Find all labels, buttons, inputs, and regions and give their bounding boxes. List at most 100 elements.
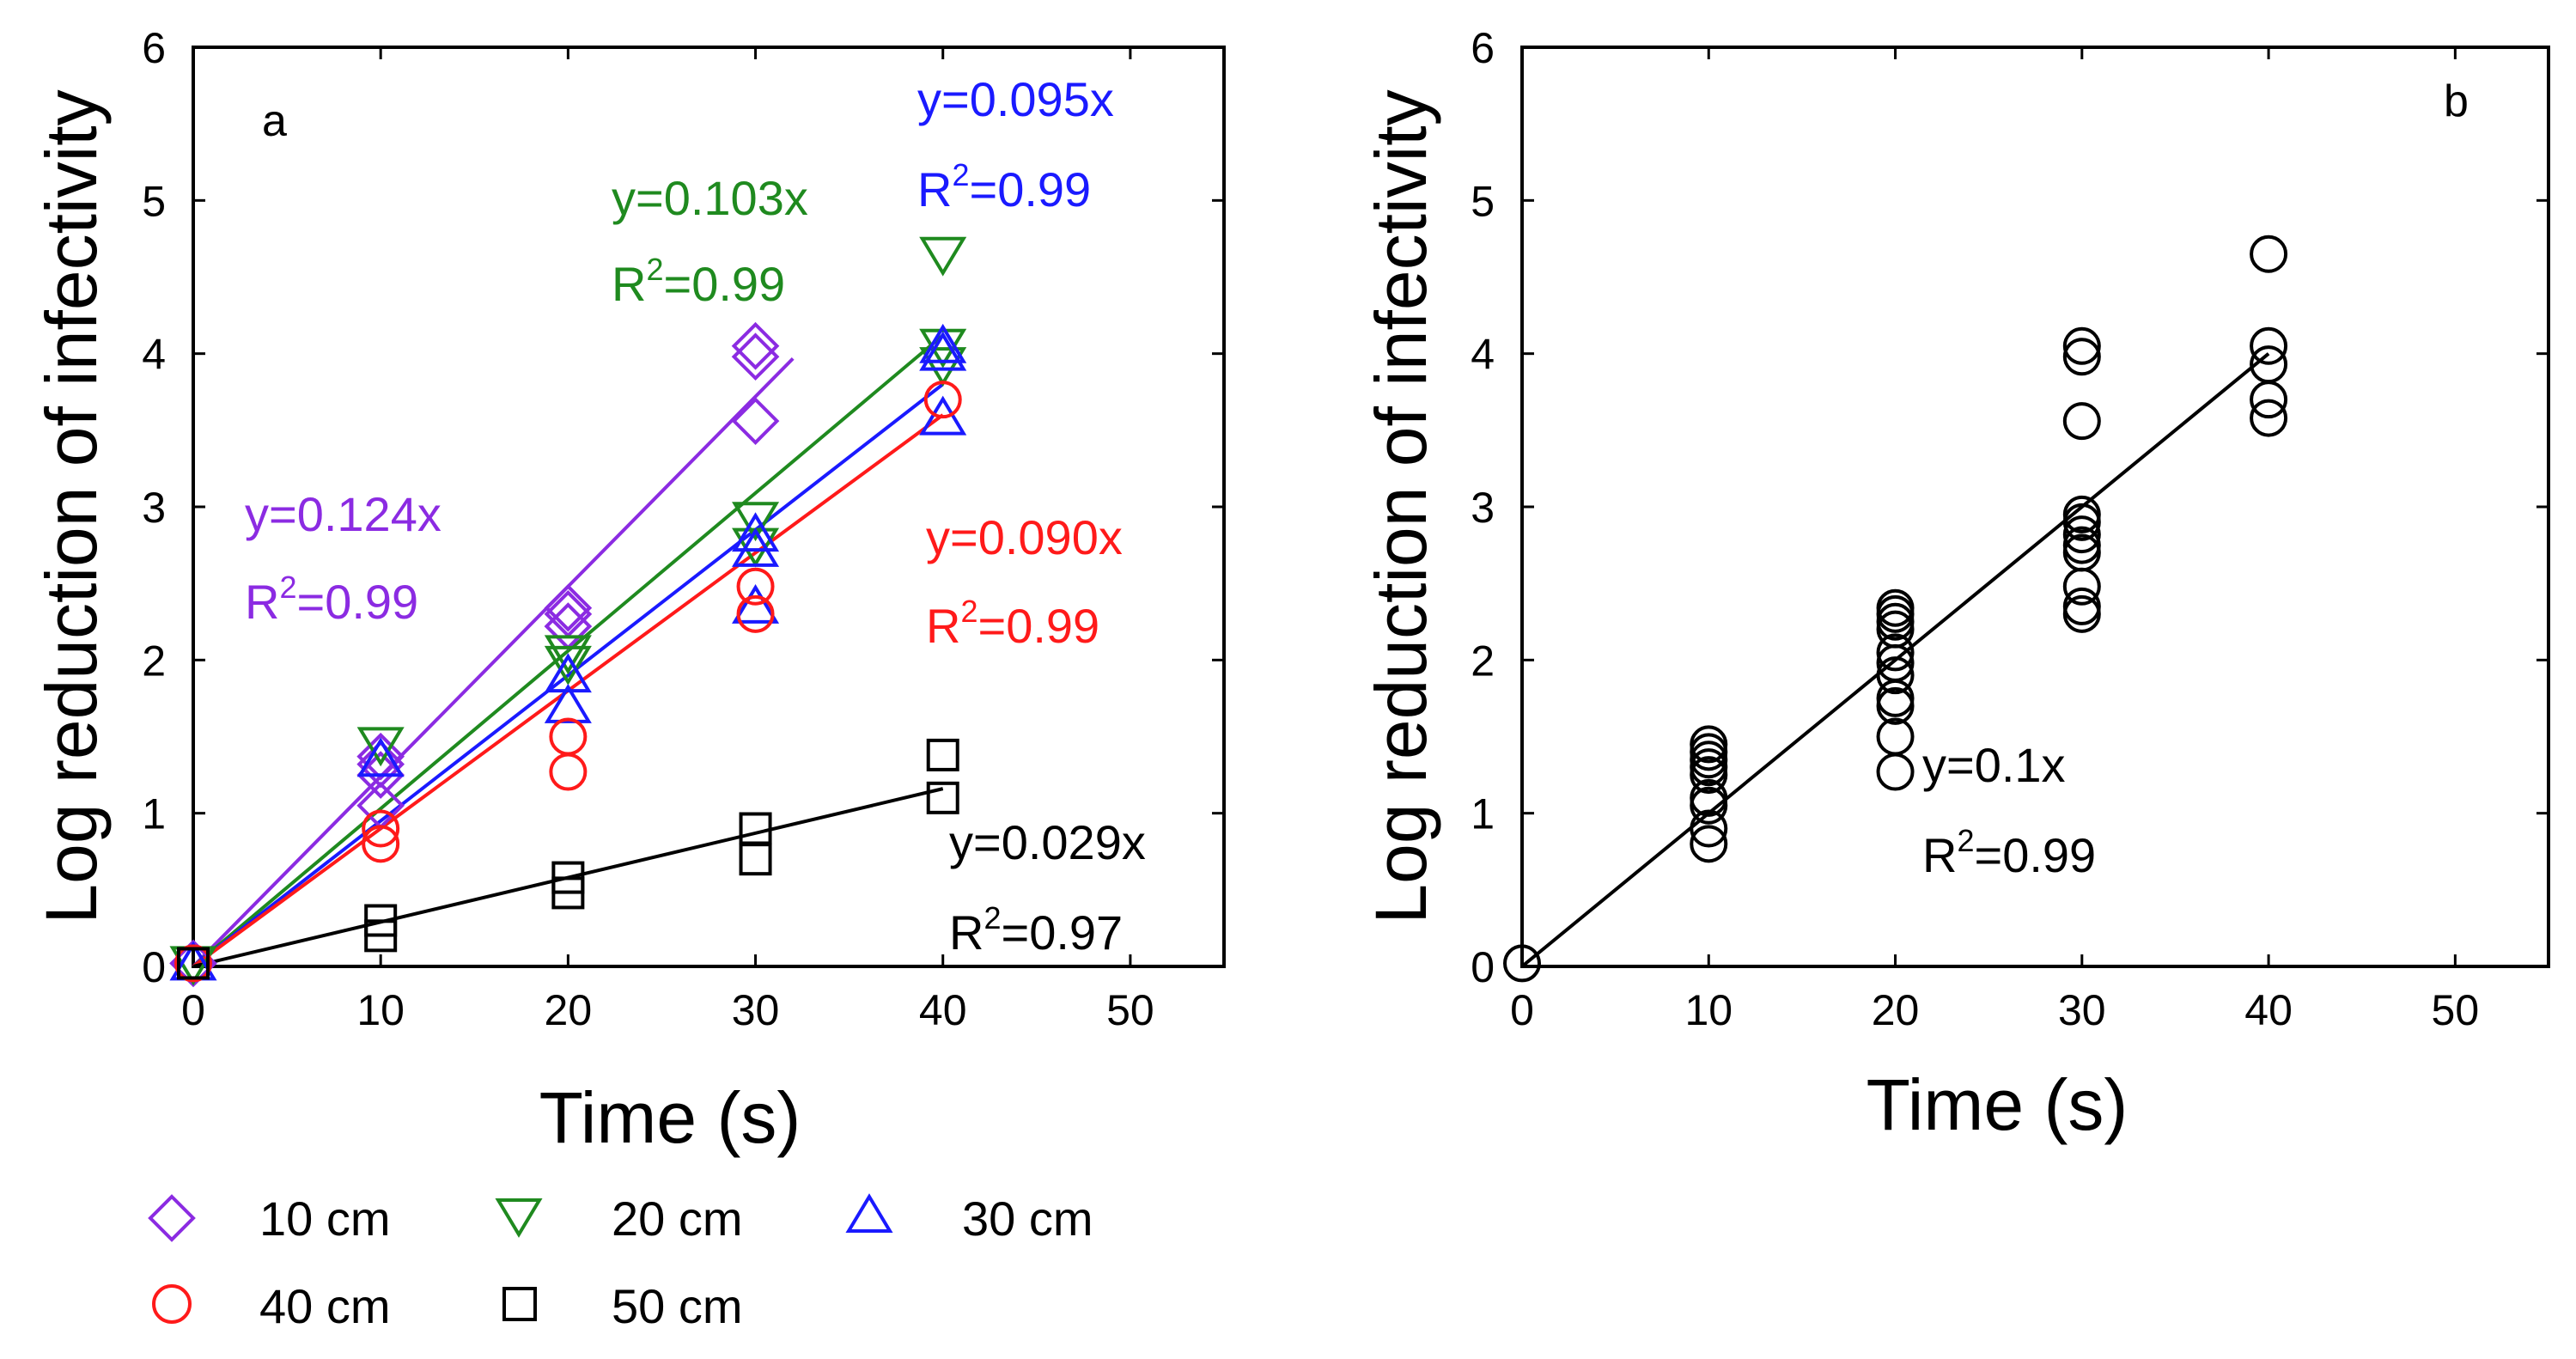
panel-b-points — [1503, 235, 2288, 983]
panel-b-label: b — [2444, 76, 2469, 126]
fit-line-20cm — [192, 333, 945, 968]
legend-triangle-down-marker — [495, 1198, 543, 1238]
eq-30cm-formula: y=0.095x — [917, 72, 1114, 126]
data-point-20cm — [544, 635, 592, 675]
x-tick-label: 40 — [919, 986, 967, 1034]
panel-a-ylabel: Log reduction of infectivity — [31, 89, 112, 923]
data-point-30cm — [544, 653, 592, 693]
data-point-all — [2062, 495, 2101, 533]
eq-all-r2: R2=0.99 — [1922, 823, 2096, 882]
eq-30cm: y=0.095x R2=0.99 — [917, 72, 1114, 216]
data-point-40cm — [362, 825, 400, 863]
data-point-20cm — [919, 328, 967, 369]
panel-a-fit-lines — [192, 333, 945, 968]
legend-square-marker — [502, 1287, 537, 1321]
data-point-40cm — [736, 567, 775, 606]
data-point-50cm — [551, 861, 585, 894]
legend-circle-marker — [152, 1284, 192, 1324]
x-tick-label: 20 — [1872, 986, 1920, 1034]
data-point-10cm — [544, 602, 593, 650]
y-tick-label: 4 — [142, 331, 166, 379]
legend-item-20cm: 20 cm — [495, 1191, 743, 1246]
panel-a-xlabel: Time (s) — [539, 1077, 801, 1158]
data-point-all — [1690, 825, 1728, 863]
data-point-30cm — [544, 683, 592, 723]
y-tick-label: 6 — [1471, 24, 1495, 72]
x-tick-label: 10 — [356, 986, 405, 1034]
data-point-all — [1690, 809, 1728, 848]
x-tick-label: 50 — [2432, 986, 2480, 1034]
data-point-30cm — [919, 395, 967, 436]
eq-all: y=0.1x R2=0.99 — [1922, 738, 2096, 882]
data-point-40cm — [174, 944, 212, 983]
legend-item-30cm: 30 cm — [845, 1191, 1093, 1246]
data-point-all — [1876, 633, 1915, 672]
y-tick-label: 0 — [1471, 943, 1495, 991]
data-point-50cm — [739, 812, 772, 845]
data-point-50cm — [739, 843, 772, 876]
data-point-20cm — [544, 645, 592, 686]
data-point-20cm — [919, 347, 967, 387]
eq-40cm: y=0.090x R2=0.99 — [926, 510, 1123, 653]
eq-20cm: y=0.103x R2=0.99 — [612, 171, 808, 311]
data-point-all — [2062, 326, 2101, 365]
data-point-all — [2250, 399, 2288, 437]
fit-line-30cm — [192, 382, 944, 968]
eq-50cm-r2: R2=0.97 — [949, 900, 1123, 960]
y-tick-label: 5 — [1471, 177, 1495, 225]
x-tick-label: 0 — [1510, 986, 1534, 1034]
data-point-10cm — [731, 332, 780, 381]
eq-10cm-formula: y=0.124x — [245, 487, 442, 541]
data-point-all — [1876, 656, 1915, 695]
legend-label-50cm: 50 cm — [612, 1279, 743, 1333]
eq-20cm-formula: y=0.103x — [612, 171, 808, 225]
data-point-all — [1876, 588, 1915, 627]
data-point-all — [2062, 338, 2101, 376]
y-tick-label: 5 — [142, 177, 166, 225]
x-tick-label: 40 — [2244, 986, 2293, 1034]
y-tick-label: 1 — [142, 790, 166, 838]
eq-all-formula: y=0.1x — [1922, 738, 2066, 792]
data-point-all — [2250, 326, 2288, 365]
data-point-all — [1876, 717, 1915, 756]
data-point-all — [1690, 740, 1728, 779]
eq-50cm: y=0.029x R2=0.97 — [949, 815, 1146, 960]
y-tick-label: 2 — [142, 637, 166, 685]
data-point-40cm — [736, 594, 775, 633]
data-point-10cm — [544, 583, 593, 632]
data-point-50cm — [926, 738, 959, 771]
legend-triangle-up-marker — [845, 1193, 893, 1233]
data-point-50cm — [364, 904, 398, 937]
x-tick-label: 10 — [1684, 986, 1733, 1034]
y-tick-label: 4 — [1471, 331, 1495, 379]
data-point-50cm — [926, 781, 959, 814]
x-tick-label: 50 — [1106, 986, 1154, 1034]
eq-10cm-r2: R2=0.99 — [245, 570, 418, 629]
data-point-30cm — [732, 584, 780, 624]
eq-30cm-r2: R2=0.99 — [917, 157, 1091, 216]
panel-a-ticks: 0 10 20 30 40 50 0 1 2 3 4 5 6 — [142, 24, 1224, 1034]
fit-line-10cm — [192, 357, 795, 968]
panel-a-label: a — [262, 96, 287, 146]
data-point-40cm — [549, 753, 588, 791]
y-tick-label: 3 — [1471, 484, 1495, 532]
y-tick-label: 6 — [142, 24, 166, 72]
data-point-20cm — [356, 727, 405, 767]
data-point-50cm — [177, 947, 210, 980]
data-point-30cm — [919, 323, 967, 363]
fit-line-all — [1520, 352, 2270, 968]
legend-label-10cm: 10 cm — [259, 1191, 391, 1246]
data-point-all — [1503, 944, 1541, 983]
data-point-all — [1690, 733, 1728, 771]
y-tick-label: 0 — [142, 943, 166, 991]
eq-40cm-formula: y=0.090x — [926, 510, 1123, 564]
x-tick-label: 0 — [181, 986, 205, 1034]
data-point-10cm — [731, 321, 780, 370]
eq-10cm: y=0.124x R2=0.99 — [245, 487, 442, 629]
data-point-all — [1876, 753, 1915, 791]
data-point-20cm — [732, 502, 780, 542]
eq-40cm-r2: R2=0.99 — [926, 594, 1099, 653]
data-point-all — [2062, 526, 2101, 564]
panel-b-ticks: 0 10 20 30 40 50 0 1 2 3 4 5 6 — [1471, 24, 2549, 1034]
data-point-10cm — [731, 397, 780, 445]
